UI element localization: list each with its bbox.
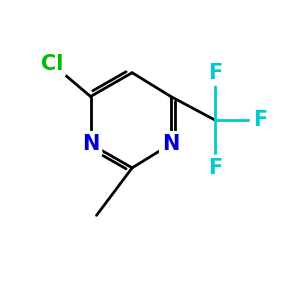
Text: F: F — [253, 110, 267, 130]
Text: F: F — [208, 63, 223, 83]
Text: F: F — [208, 158, 223, 178]
Text: F: F — [253, 110, 267, 130]
Text: N: N — [82, 134, 99, 154]
Text: N: N — [162, 134, 179, 154]
Text: Cl: Cl — [41, 54, 63, 74]
Text: F: F — [208, 158, 223, 178]
Text: N: N — [82, 134, 99, 154]
Text: Cl: Cl — [41, 54, 63, 74]
Text: N: N — [162, 134, 179, 154]
Text: F: F — [208, 63, 223, 83]
